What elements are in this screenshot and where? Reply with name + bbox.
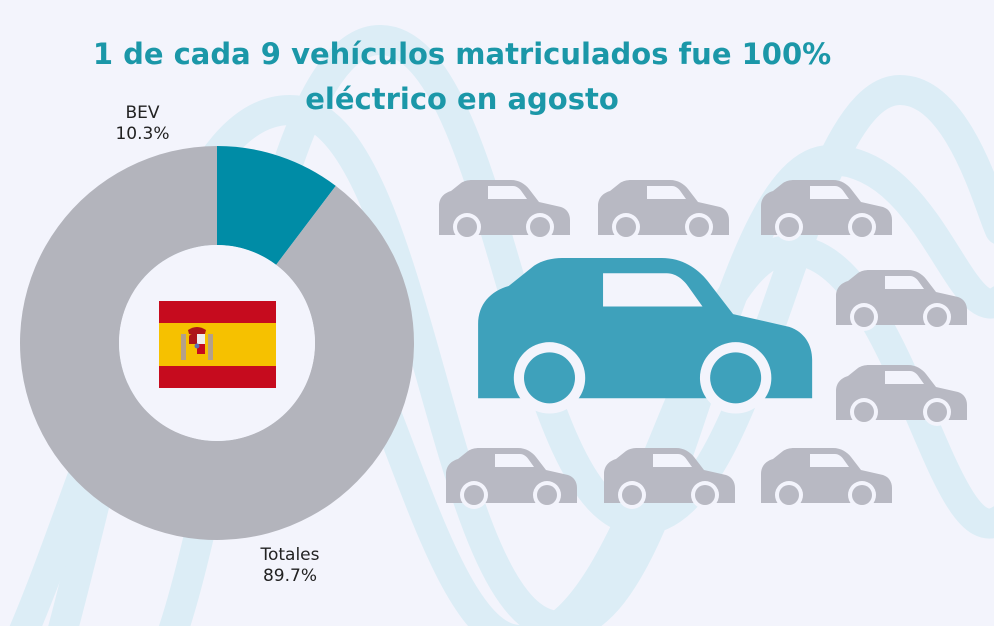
car-icon-4	[836, 270, 967, 331]
electric-car-icon	[478, 258, 813, 414]
data-label-bev-value: 10.3%	[115, 124, 170, 144]
chart-title: 1 de cada 9 vehículos matriculados fue 1…	[0, 32, 924, 122]
donut-slice-bev	[217, 146, 336, 265]
data-label-bev: BEV 10.3%	[105, 103, 180, 145]
chart-title-line-2: eléctrico en agosto	[305, 82, 619, 116]
data-label-totales-name: Totales	[260, 545, 320, 565]
data-label-bev-name: BEV	[125, 103, 160, 123]
car-icon-1	[439, 180, 570, 241]
data-label-totales: Totales 89.7%	[250, 545, 330, 587]
coat-of-arms-icon	[181, 327, 213, 360]
car-icon-3	[761, 180, 892, 241]
data-label-totales-value: 89.7%	[262, 566, 317, 586]
car-icon-8	[761, 448, 892, 509]
car-icon-7	[604, 448, 735, 509]
spain-flag-icon	[159, 301, 276, 388]
car-icon-5	[836, 365, 967, 426]
chart-title-line-1: 1 de cada 9 vehículos matriculados fue 1…	[92, 37, 832, 71]
donut-slice-totales	[20, 146, 414, 541]
car-icon-2	[598, 180, 729, 241]
car-icon-6	[446, 448, 577, 509]
